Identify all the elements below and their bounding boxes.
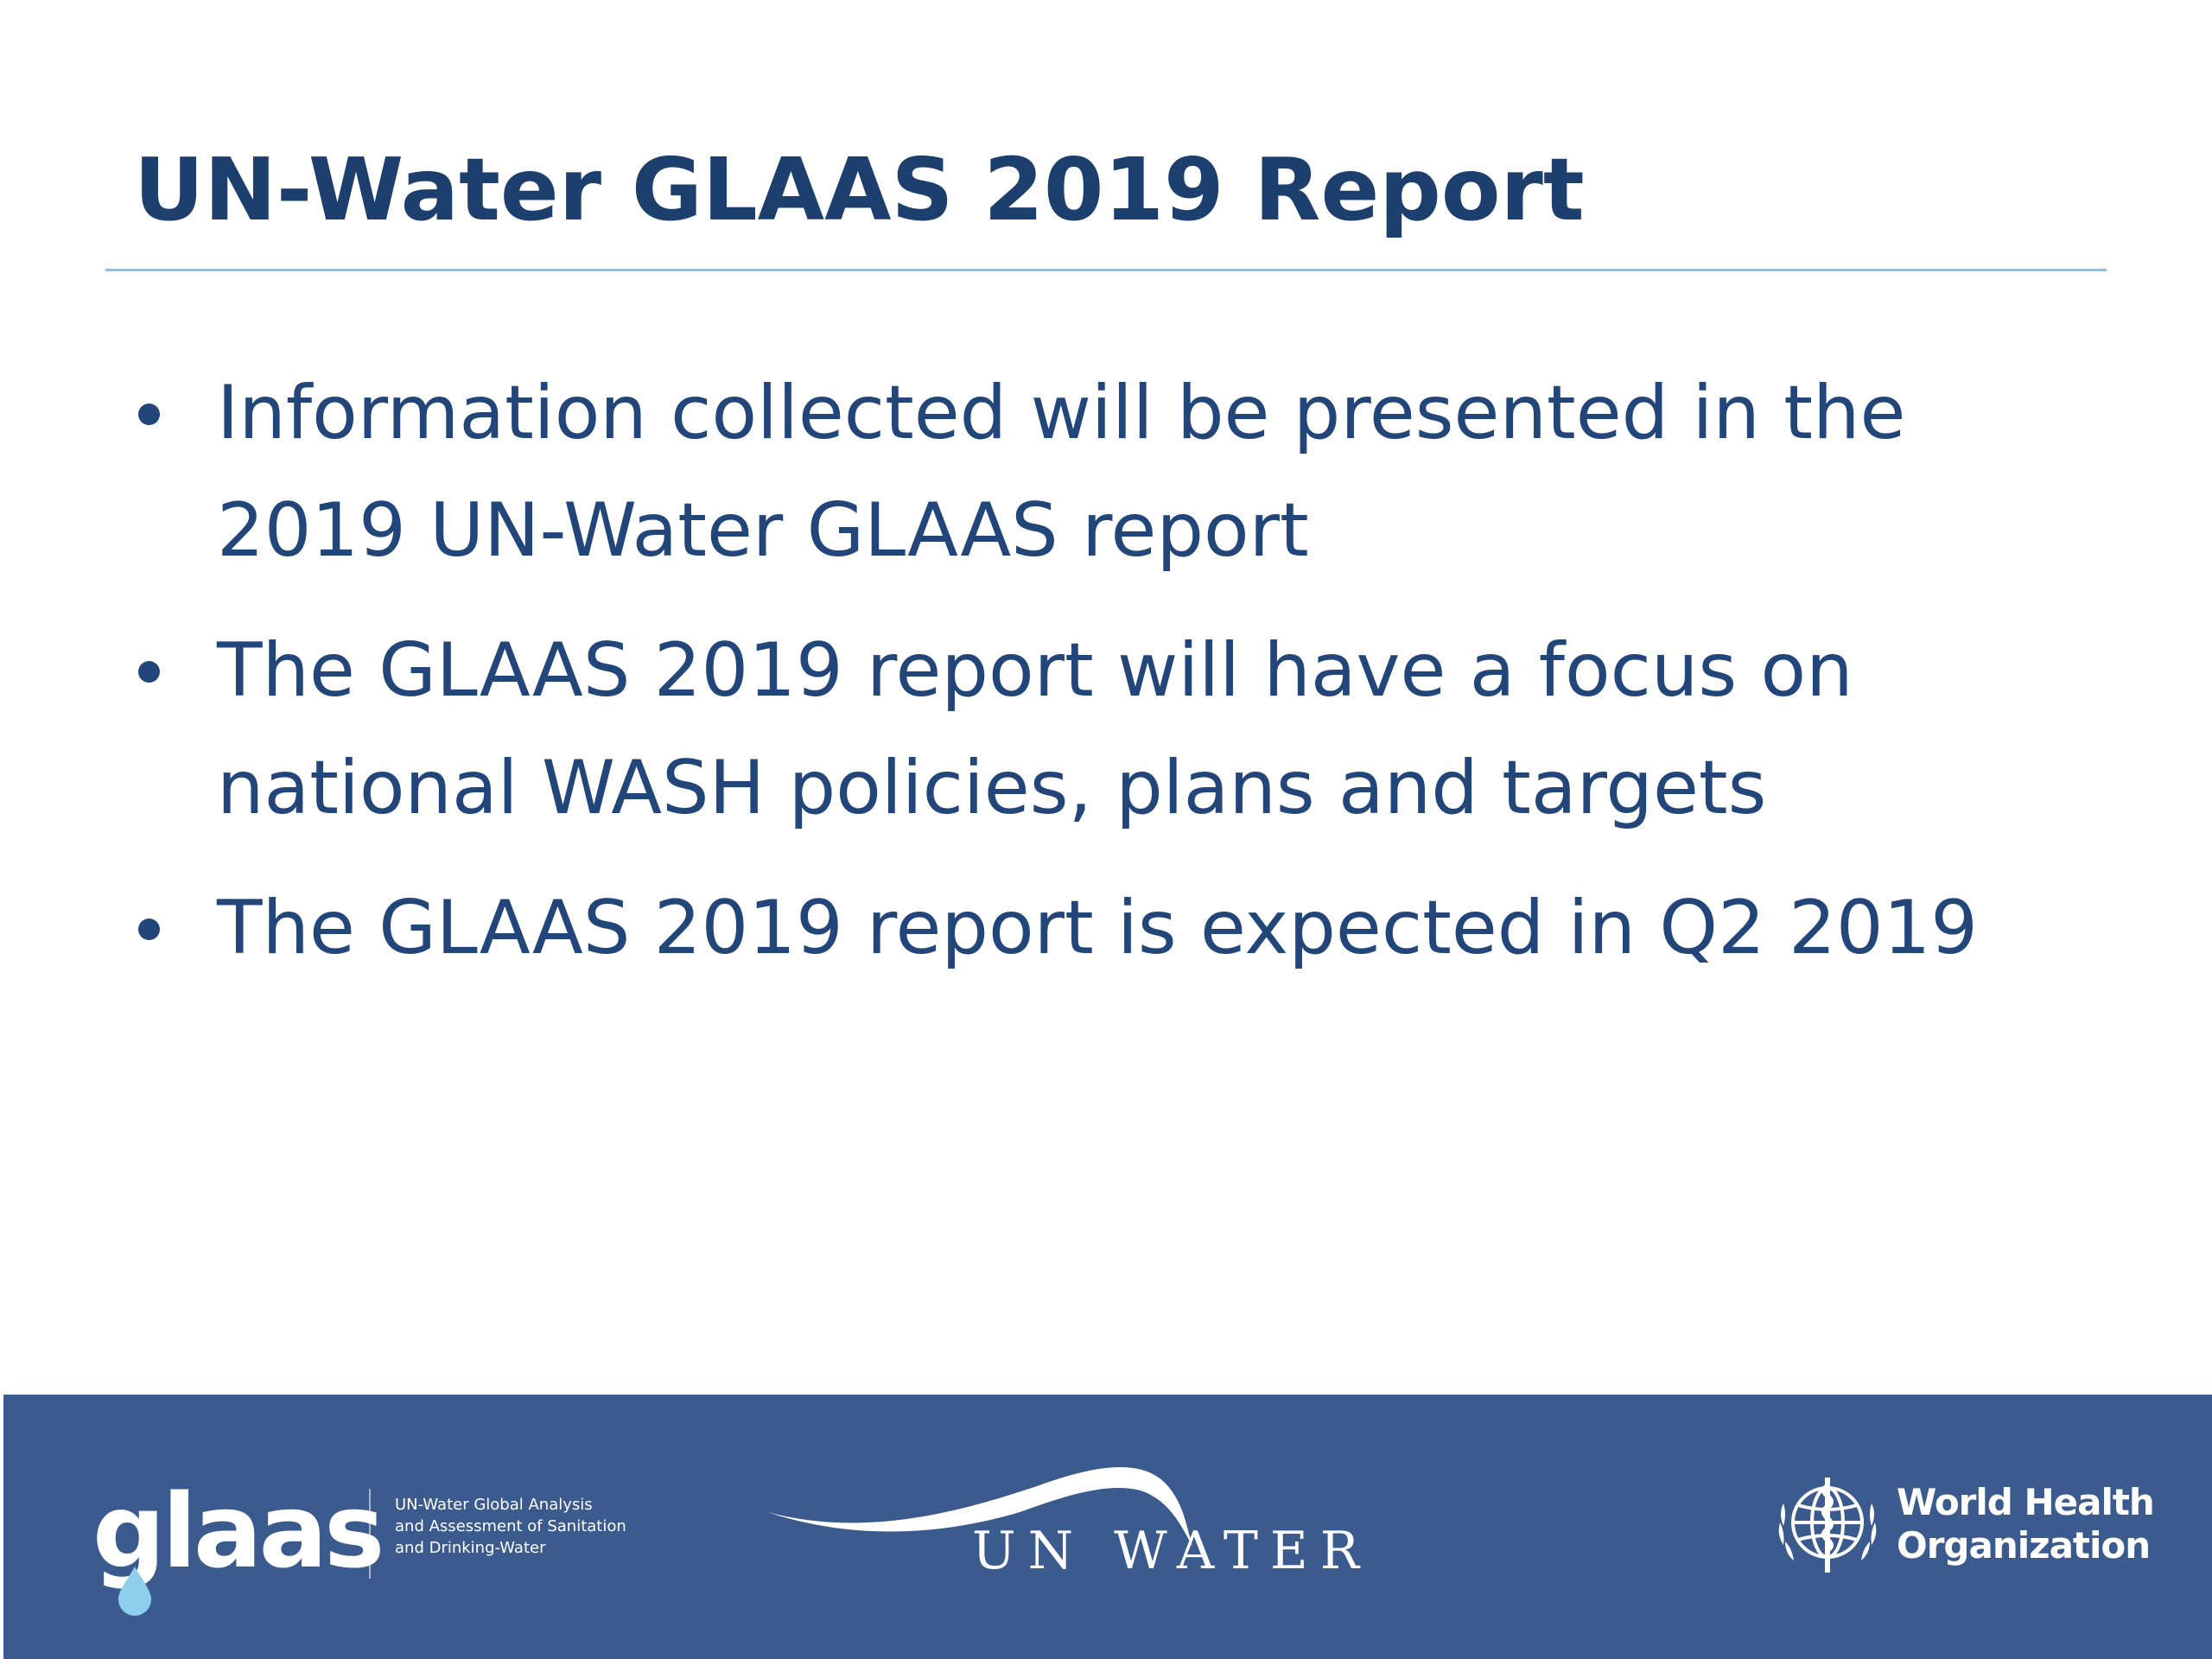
bullet-dot <box>138 661 160 683</box>
who-logo: World Health Organization <box>1771 1469 2155 1581</box>
bullet-item: The GLAAS 2019 report will have a focus … <box>130 612 2117 847</box>
bullet-list: Information collected will be presented … <box>130 354 2117 1009</box>
glaas-tagline-line: and Assessment of Sanitation <box>395 1517 626 1535</box>
bullet-dot <box>138 918 160 940</box>
bullet-line: national WASH policies, plans and target… <box>217 745 1767 831</box>
glaas-logo: glaas UN-Water Global Analysis and Asses… <box>92 1475 645 1616</box>
who-name-line: World Health <box>1897 1481 2155 1523</box>
who-name-line: Organization <box>1897 1524 2151 1567</box>
title-divider <box>105 269 2107 271</box>
glaas-wordmark: glaas <box>92 1471 385 1591</box>
bullet-dot <box>138 404 160 425</box>
bullet-line: The GLAAS 2019 report will have a focus … <box>217 627 1853 714</box>
unwater-wordmark: UN WATER <box>972 1521 1371 1581</box>
slide-title: UN-Water GLAAS 2019 Report <box>134 139 1585 240</box>
glaas-tagline-line: and Drinking-Water <box>395 1539 546 1557</box>
bullet-item: Information collected will be presented … <box>130 354 2117 589</box>
bullet-line: Information collected will be presented … <box>217 370 1906 456</box>
who-name: World Health Organization <box>1897 1481 2155 1567</box>
bullet-item: The GLAAS 2019 report is expected in Q2 … <box>130 869 2117 987</box>
who-emblem-icon <box>1778 1478 1877 1573</box>
bullet-line: The GLAAS 2019 report is expected in Q2 … <box>217 885 1979 971</box>
bullet-line: 2019 UN-Water GLAAS report <box>217 487 1309 574</box>
glaas-tagline: UN-Water Global Analysis and Assessment … <box>395 1494 654 1559</box>
water-drop-icon <box>118 1567 151 1616</box>
logo-divider <box>369 1489 371 1579</box>
wave-swoosh-icon <box>767 1467 1192 1547</box>
unwater-logo: UN WATER <box>760 1452 1382 1590</box>
glaas-tagline-line: UN-Water Global Analysis <box>395 1496 593 1514</box>
